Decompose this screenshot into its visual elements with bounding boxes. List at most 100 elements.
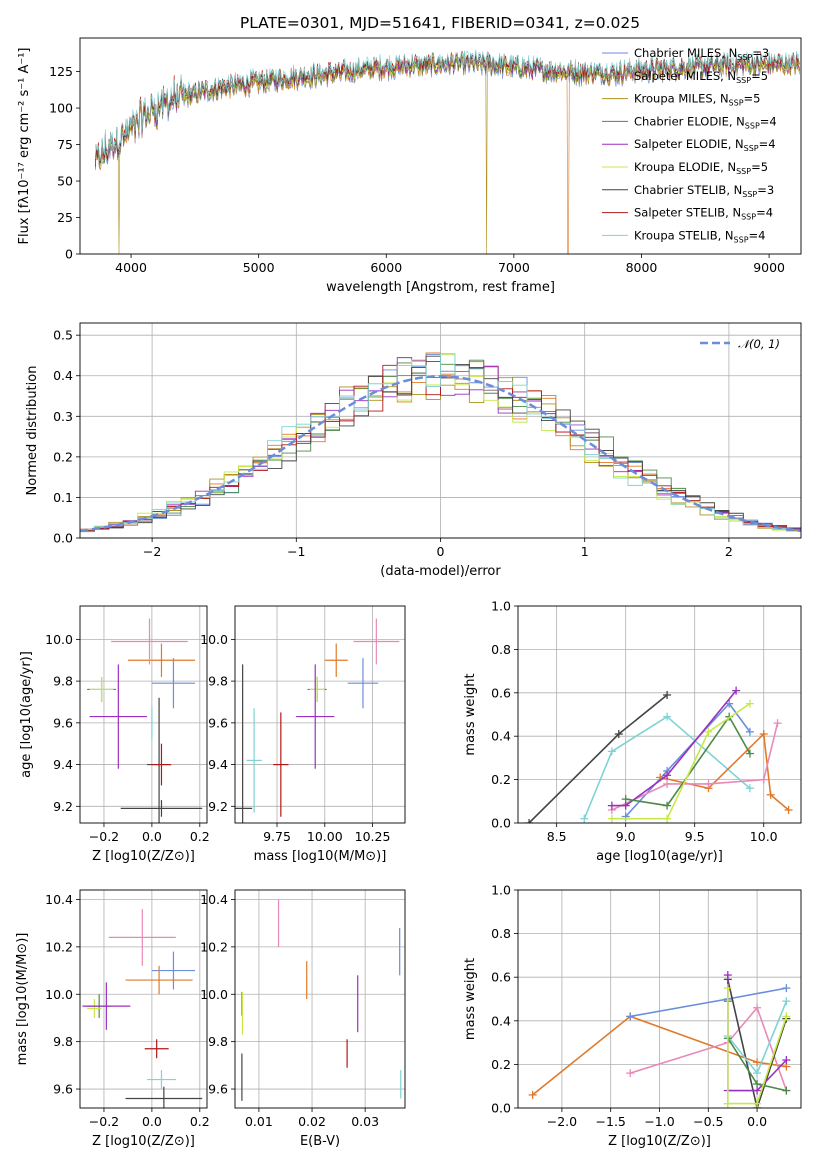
plot-area xyxy=(235,618,400,823)
ticks: −0.2 0.0 0.2 9.6 9.8 10.0 10.2 10.4 xyxy=(45,892,210,1129)
x-tick-label: 9.5 xyxy=(685,829,705,844)
ticks: 8.5 9.0 9.5 10.0 0.0 0.2 0.4 0.6 0.8 1.0 xyxy=(491,599,778,845)
weight-marker xyxy=(773,719,782,728)
x-tick-label: 2 xyxy=(725,544,733,559)
x-tick-label: 8.5 xyxy=(547,829,567,844)
error-bar-point xyxy=(89,676,114,702)
x-tick-label: 0.03 xyxy=(351,1114,379,1129)
y-tick-label: 9.6 xyxy=(208,715,228,730)
error-bar-point xyxy=(246,708,262,813)
x-tick-label: 0.0 xyxy=(142,1114,162,1129)
legend-entry: Kroupa ELODIE, NSSP=5 xyxy=(634,160,768,176)
x-axis-label: Z [log10(Z/Z⊙)] xyxy=(608,1134,711,1149)
axes-frame xyxy=(79,889,208,1109)
weight-marker xyxy=(607,747,616,756)
y-tick-label: 0.1 xyxy=(53,490,73,505)
legend-entry: Salpeter STELIB, NSSP=4 xyxy=(634,206,773,222)
y-tick-label: 9.8 xyxy=(208,1034,228,1049)
error-bar-point xyxy=(309,676,325,702)
panel-mass-vs-EBV: 0.01 0.02 0.03 9.6 9.8 10.0 10.2 10.4 E(B-V) xyxy=(200,889,406,1149)
weight-marker xyxy=(745,699,754,708)
x-axis-label: E(B-V) xyxy=(300,1134,340,1149)
y-tick-label: 1.0 xyxy=(491,883,511,898)
y-tick-label: 10.4 xyxy=(45,892,73,907)
weight-marker xyxy=(782,1012,791,1021)
x-tick-label: 10.00 xyxy=(307,829,343,844)
error-bar-point xyxy=(273,712,289,817)
axes-frame xyxy=(234,605,406,824)
x-tick-label: 0.02 xyxy=(298,1114,326,1129)
y-tick-label: 9.8 xyxy=(53,674,73,689)
y-tick-label: 0.6 xyxy=(491,970,511,985)
x-tick-label: −0.5 xyxy=(693,1114,723,1129)
weight-marker xyxy=(782,1086,791,1095)
error-bar-point xyxy=(144,1039,169,1059)
y-tick-label: 0.2 xyxy=(53,449,73,464)
residual-legend: 𝒩(0, 1) xyxy=(700,337,780,351)
weight-marker xyxy=(663,779,672,788)
weight-marker xyxy=(626,1012,635,1021)
axes-frame xyxy=(517,889,802,1109)
weight-marker xyxy=(663,690,672,699)
panel-mass-weight-vs-age: 8.5 9.0 9.5 10.0 0.0 0.2 0.4 0.6 0.8 1.0 age [log1… xyxy=(463,599,802,864)
y-tick-label: 9.6 xyxy=(53,715,73,730)
axes-frame xyxy=(79,322,802,539)
plot-area xyxy=(528,971,791,1108)
y-tick-label: 100 xyxy=(49,101,73,116)
spectrum-legend: Chabrier MILES, NSSP=3 Salpeter MILES, NS… xyxy=(602,46,777,244)
weight-marker xyxy=(723,971,732,980)
x-tick-label: −2.0 xyxy=(547,1114,577,1129)
x-tick-label: 0.01 xyxy=(245,1114,273,1129)
y-tick-label: 0.8 xyxy=(491,926,511,941)
ticks: −0.2 0.0 0.2 9.2 9.4 9.6 9.8 10.0 xyxy=(45,632,210,844)
x-tick-label: 0.2 xyxy=(190,829,210,844)
weight-series-line xyxy=(611,690,737,807)
error-bar-point xyxy=(108,908,176,966)
weight-marker xyxy=(782,997,791,1006)
weight-series-line xyxy=(611,702,751,820)
weight-marker xyxy=(753,1080,762,1089)
x-axis-label: age [log10(age/yr)] xyxy=(596,849,723,864)
ticks: 4000 5000 6000 7000 8000 9000 0 25 50 75 100 125 xyxy=(49,64,785,275)
legend-entry: 𝒩(0, 1) xyxy=(738,337,780,351)
x-tick-label: −1 xyxy=(287,544,305,559)
grid xyxy=(518,605,801,824)
x-tick-label: 9.0 xyxy=(616,829,636,844)
y-axis-label: Normed distribution xyxy=(25,366,40,496)
legend-entry: Chabrier STELIB, NSSP=3 xyxy=(634,183,774,199)
weight-marker xyxy=(525,819,534,823)
weight-marker xyxy=(745,749,754,758)
ticks: 0.01 0.02 0.03 9.6 9.8 10.0 10.2 10.4 xyxy=(200,892,379,1129)
y-tick-label: 0.8 xyxy=(491,642,511,657)
error-bar-point xyxy=(151,951,196,990)
weight-marker xyxy=(753,1058,762,1067)
spectrum-line xyxy=(95,55,800,254)
ticks: −2.0 −1.5 −1.0 −0.5 0.0 0.0 0.2 0.4 0.6 0.8 1.0 xyxy=(491,883,767,1130)
plot-area xyxy=(525,686,793,823)
x-tick-label: 5000 xyxy=(243,260,275,275)
y-tick-label: 125 xyxy=(49,64,73,79)
error-bar-point xyxy=(89,664,148,769)
grid xyxy=(518,889,801,1109)
weight-marker xyxy=(580,814,589,823)
y-tick-label: 0.4 xyxy=(491,729,511,744)
weight-marker xyxy=(782,984,791,993)
y-axis-label: mass weight xyxy=(463,673,478,755)
panel-age-vs-mass: 9.75 10.00 10.25 9.2 9.4 9.6 9.8 10.0 mass [log1… xyxy=(200,605,406,864)
spectrum-line xyxy=(95,56,800,254)
weight-marker xyxy=(723,1099,732,1108)
y-tick-label: 0.0 xyxy=(491,1101,511,1116)
weight-series-line xyxy=(727,979,788,1108)
x-tick-label: 10.0 xyxy=(750,829,778,844)
weight-marker xyxy=(663,771,672,780)
error-bar-point xyxy=(111,618,188,665)
plot-area xyxy=(80,352,801,533)
weight-marker xyxy=(766,790,775,799)
x-tick-label: −0.2 xyxy=(89,1114,119,1129)
y-tick-label: 1.0 xyxy=(491,599,511,614)
y-tick-label: 9.4 xyxy=(208,757,228,772)
x-axis-label: Z [log10(Z/Z⊙)] xyxy=(92,849,195,864)
legend-entry: Salpeter ELODIE, NSSP=4 xyxy=(634,137,776,153)
x-tick-label: 7000 xyxy=(498,260,530,275)
x-tick-label: −2 xyxy=(143,544,161,559)
